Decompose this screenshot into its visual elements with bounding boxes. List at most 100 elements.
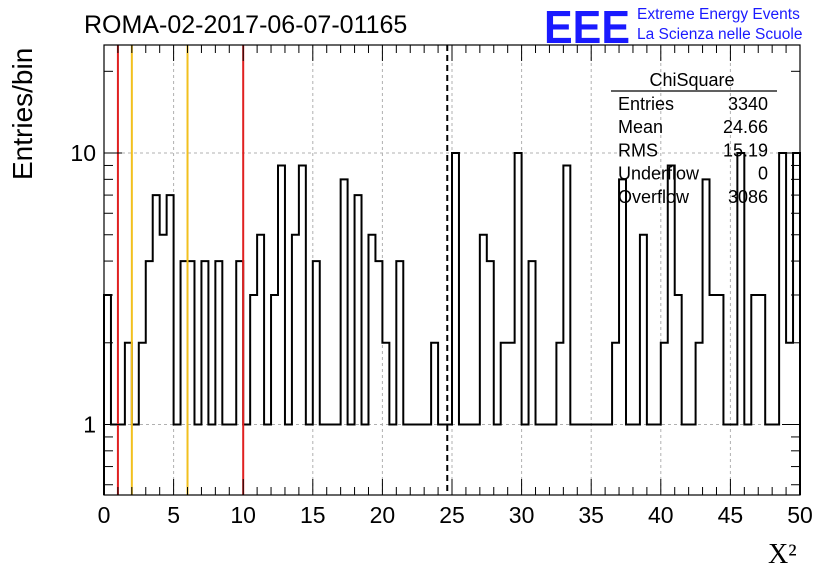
histogram-bin (508, 343, 515, 495)
logo-line-2: La Scienza nelle Scuole (637, 26, 802, 43)
histogram-bin (292, 235, 299, 495)
histogram-bin (215, 261, 222, 495)
histogram-bin (153, 195, 160, 495)
histogram-bin (452, 153, 459, 495)
histogram-bin (167, 195, 174, 495)
histogram-bin (487, 261, 494, 495)
histogram-bin (779, 153, 786, 495)
eee-logo: EEE Extreme Energy Events La Scienza nel… (544, 1, 802, 53)
histogram-bin (703, 179, 710, 495)
y-axis-label: Entries/bin (7, 48, 38, 180)
histogram-bin (424, 425, 431, 495)
x-tick-label: 45 (718, 502, 744, 528)
histogram-bin (682, 425, 689, 495)
histogram-bin (556, 343, 563, 495)
histogram-bin (696, 343, 703, 495)
histogram-bin (501, 343, 508, 495)
histogram-bin (278, 165, 285, 495)
histogram-bin (431, 343, 438, 495)
stats-title: ChiSquare (649, 70, 734, 90)
histogram-bin (661, 343, 668, 495)
stats-value: 15.19 (723, 140, 768, 160)
histogram-bin (744, 425, 751, 495)
histogram-bin (341, 179, 348, 495)
histogram-bin (522, 425, 529, 495)
histogram-bin (529, 261, 536, 495)
histogram-bin (410, 425, 417, 495)
histogram-bin (459, 425, 466, 495)
histogram-bin (536, 425, 543, 495)
histogram-bin (758, 295, 765, 495)
histogram-bin (285, 425, 292, 495)
histogram-bin (132, 425, 139, 495)
histogram-bin (675, 295, 682, 495)
histogram-bin (299, 165, 306, 495)
histogram-bin (389, 425, 396, 495)
histogram-bin (577, 425, 584, 495)
x-tick-label: 20 (370, 502, 396, 528)
reference-lines (116, 45, 449, 495)
histogram-bin (570, 425, 577, 495)
histogram-bin (201, 261, 208, 495)
histogram-bin (236, 261, 243, 495)
histogram-bin (584, 425, 591, 495)
histogram-bin (271, 295, 278, 495)
histogram-bin (306, 425, 313, 495)
stats-label: Mean (618, 117, 663, 137)
histogram-bin (689, 425, 696, 495)
histogram-bin (403, 425, 410, 495)
axis-ticks: 0 5 10 15 20 25 30 35 40 45 50 1 10 (70, 45, 813, 528)
x-tick-label: 35 (578, 502, 604, 528)
stats-value: 3086 (728, 187, 768, 207)
stats-label: Overflow (618, 187, 690, 207)
histogram-bin (549, 425, 556, 495)
histogram-bin (542, 425, 549, 495)
histogram-bin (494, 425, 501, 495)
histogram-bin (334, 425, 341, 495)
histogram-bin (257, 235, 264, 495)
histogram-bin (716, 295, 723, 495)
histogram-bin (591, 425, 598, 495)
histogram-bin (473, 425, 480, 495)
histogram-bin (417, 425, 424, 495)
histogram-bin (229, 425, 236, 495)
stats-rows: Entries 3340 Mean 24.66 RMS 15.19 Underflow 0 Ov… (618, 94, 768, 207)
histogram-bin (208, 425, 215, 495)
histogram-bin (598, 425, 605, 495)
histogram-bin (668, 165, 675, 495)
x-tick-label: 15 (300, 502, 326, 528)
histogram-bin (243, 425, 250, 495)
histogram-bin (654, 425, 661, 495)
histogram-bin (188, 261, 195, 495)
histogram-bin (250, 295, 257, 495)
histogram-bin (327, 425, 334, 495)
histogram-bin (786, 343, 793, 495)
logo-line-1: Extreme Energy Events (637, 6, 800, 23)
x-tick-label: 10 (230, 502, 256, 528)
histogram-bin (362, 425, 369, 495)
histogram-bin (139, 343, 146, 495)
histogram-bin (710, 295, 717, 495)
logo-mark: EEE (544, 1, 630, 53)
x-axis-label: X² (768, 539, 797, 570)
histogram-outline (103, 152, 801, 495)
stats-value: 24.66 (723, 117, 768, 137)
histogram-bin (160, 235, 167, 495)
histogram-bin (772, 425, 779, 495)
histogram-bin (640, 235, 647, 495)
x-tick-label: 0 (98, 502, 111, 528)
x-tick-label: 25 (439, 502, 465, 528)
histogram-bin (355, 195, 362, 495)
histogram-bin (104, 295, 111, 495)
histogram-bin (647, 425, 654, 495)
chart-title: ROMA-02-2017-06-07-01165 (84, 11, 407, 39)
histogram-bin (605, 425, 612, 495)
histogram-bin (222, 425, 229, 495)
histogram-bin (633, 425, 640, 495)
histogram-bin (396, 261, 403, 495)
histogram-bin (445, 425, 452, 495)
histogram-bin (313, 261, 320, 495)
histogram-bin (626, 425, 633, 495)
x-tick-label: 50 (787, 502, 813, 528)
